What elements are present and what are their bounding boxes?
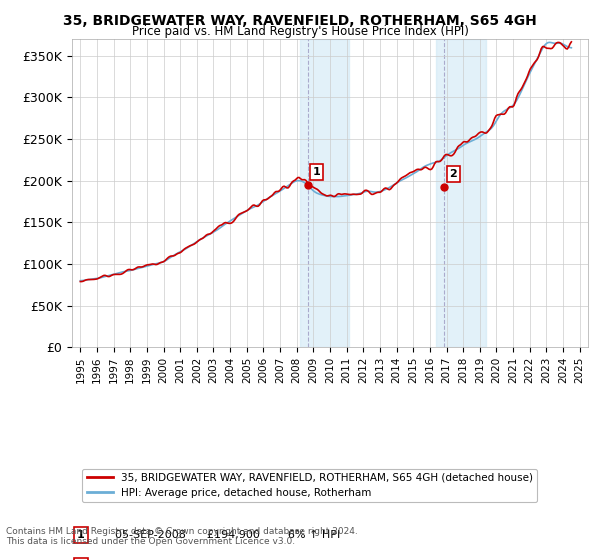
Text: 05-SEP-2008      £194,900        6% ↑ HPI: 05-SEP-2008 £194,900 6% ↑ HPI: [108, 530, 340, 540]
Text: Contains HM Land Registry data © Crown copyright and database right 2024.
This d: Contains HM Land Registry data © Crown c…: [6, 526, 358, 546]
Text: 35, BRIDGEWATER WAY, RAVENFIELD, ROTHERHAM, S65 4GH: 35, BRIDGEWATER WAY, RAVENFIELD, ROTHERH…: [63, 14, 537, 28]
Text: Price paid vs. HM Land Registry's House Price Index (HPI): Price paid vs. HM Land Registry's House …: [131, 25, 469, 38]
Text: 1: 1: [77, 530, 85, 540]
Text: 1: 1: [313, 167, 320, 177]
Bar: [436, 39, 486, 347]
Text: 2: 2: [449, 169, 457, 179]
Bar: [299, 39, 349, 347]
Legend: 35, BRIDGEWATER WAY, RAVENFIELD, ROTHERHAM, S65 4GH (detached house), HPI: Avera: 35, BRIDGEWATER WAY, RAVENFIELD, ROTHERH…: [82, 469, 537, 502]
